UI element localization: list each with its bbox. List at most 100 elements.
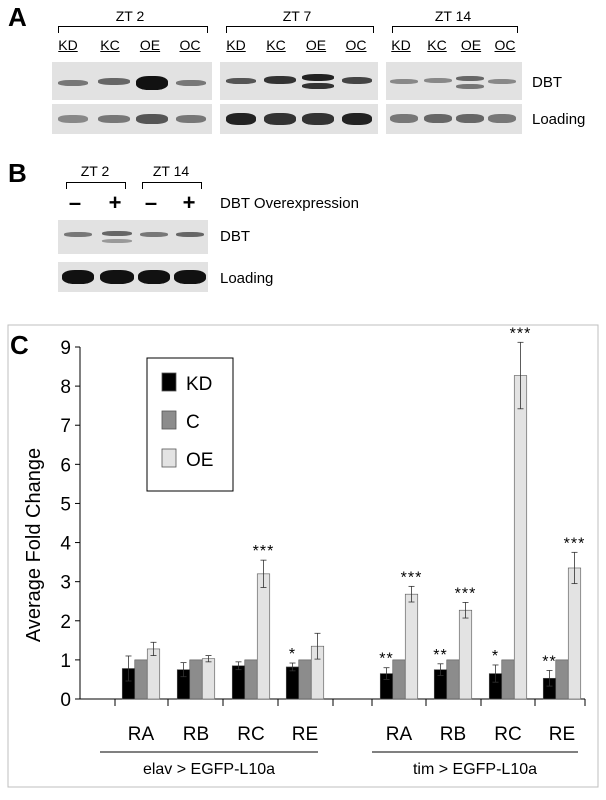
- category-label: RE: [549, 724, 575, 745]
- lane-label: OE: [460, 37, 482, 53]
- sign-minus: –: [144, 190, 158, 215]
- significance-label: *: [492, 648, 499, 665]
- row-label-dbt: DBT: [220, 228, 250, 245]
- significance-label: **: [542, 653, 556, 670]
- lane-label: KC: [266, 37, 286, 53]
- band: [456, 114, 484, 123]
- chart-frame: [7, 324, 599, 788]
- panel-b-group-label: ZT 2: [80, 163, 110, 179]
- bar-oe: [146, 648, 161, 700]
- bar-c: [189, 659, 203, 700]
- band: [58, 115, 88, 123]
- bar-c: [555, 659, 569, 700]
- group-label: elav > EGFP-L10a: [143, 761, 275, 778]
- band: [136, 114, 168, 124]
- band: [302, 74, 334, 81]
- y-tick-label: 1: [60, 651, 71, 672]
- bar-kd: [231, 665, 246, 700]
- blot-a-dbt-zt2: [52, 62, 212, 100]
- band: [64, 232, 92, 237]
- bar-oe: [404, 593, 419, 700]
- bar-oe: [513, 375, 528, 700]
- lane-label: OC: [179, 37, 201, 53]
- band: [226, 113, 256, 125]
- y-tick-label: 3: [60, 573, 71, 594]
- bar-oe: [256, 573, 271, 700]
- legend-swatch-c: [161, 410, 177, 430]
- y-tick-label: 6: [60, 455, 71, 476]
- significance-label: ***: [510, 325, 532, 342]
- band: [302, 83, 334, 89]
- band: [456, 84, 484, 89]
- legend-label: KD: [186, 374, 212, 395]
- lane-label: KC: [100, 37, 120, 53]
- panel-b-group-label: ZT 14: [152, 163, 190, 179]
- band: [140, 232, 168, 237]
- panel-b-letter: B: [8, 158, 27, 188]
- bar-c: [501, 659, 515, 700]
- band: [176, 232, 204, 237]
- band: [342, 77, 372, 84]
- panel-a-letter: A: [8, 2, 27, 32]
- lane-label: OE: [139, 37, 161, 53]
- legend-label: OE: [186, 450, 213, 471]
- y-tick-label: 2: [60, 612, 71, 633]
- band: [390, 79, 418, 84]
- significance-label: **: [433, 647, 447, 664]
- y-tick-label: 4: [60, 534, 71, 555]
- band: [264, 76, 296, 84]
- category-label: RC: [494, 724, 521, 745]
- panel-b-group-bracket: [142, 182, 202, 189]
- panel-b-group-bracket: [66, 182, 126, 189]
- y-tick-label: 0: [60, 690, 71, 711]
- band: [138, 270, 170, 284]
- band: [58, 80, 88, 86]
- significance-label: ***: [401, 569, 423, 586]
- group-label: tim > EGFP-L10a: [413, 761, 537, 778]
- sign-minus: –: [68, 190, 82, 215]
- bar-oe: [201, 658, 216, 700]
- row-label-loading: Loading: [220, 270, 274, 287]
- band: [174, 270, 206, 284]
- panel-a-group-bracket: [58, 26, 208, 33]
- lane-label: KD: [58, 37, 78, 53]
- significance-label: **: [379, 651, 393, 668]
- panel-a-group-label: ZT 14: [434, 8, 472, 24]
- band: [176, 80, 206, 86]
- significance-label: *: [289, 646, 296, 663]
- bar-c: [298, 659, 312, 700]
- lane-label: KC: [427, 37, 447, 53]
- blot-a-loading-zt2: [52, 104, 212, 134]
- y-axis-label: Average Fold Change: [23, 448, 45, 642]
- category-label: RA: [386, 724, 413, 745]
- bar-oe: [567, 567, 582, 700]
- band: [62, 270, 94, 284]
- bar-c: [446, 659, 460, 700]
- panel-a-group-bracket: [392, 26, 518, 33]
- legend-box: [146, 357, 234, 492]
- band: [98, 78, 130, 85]
- bar-kd: [285, 666, 300, 700]
- category-label: RB: [183, 724, 209, 745]
- category-label: RA: [128, 724, 155, 745]
- lane-label: KD: [226, 37, 246, 53]
- band: [264, 113, 296, 125]
- band: [98, 115, 130, 123]
- band: [488, 114, 516, 123]
- lane-label: OC: [345, 37, 367, 53]
- lane-label: KD: [391, 37, 411, 53]
- band: [176, 115, 206, 123]
- bar-c: [134, 659, 148, 700]
- band: [342, 113, 372, 125]
- blot-a-dbt-zt7: [220, 62, 378, 100]
- legend-swatch-oe: [161, 448, 177, 468]
- category-label: RE: [292, 724, 318, 745]
- band: [424, 114, 452, 123]
- bar-oe: [458, 609, 473, 700]
- significance-label: ***: [455, 585, 477, 602]
- panel-a-group-label: ZT 2: [115, 8, 145, 24]
- row-label-dbt: DBT: [532, 74, 562, 91]
- panel-c-letter: C: [10, 330, 29, 360]
- significance-label: ***: [564, 535, 586, 552]
